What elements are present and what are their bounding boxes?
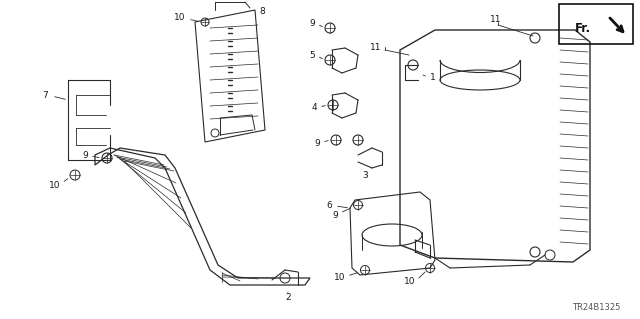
Text: 9: 9 — [309, 19, 315, 27]
Text: 6: 6 — [326, 201, 332, 210]
Text: 10: 10 — [403, 278, 415, 286]
Text: 7: 7 — [42, 91, 48, 100]
Text: 11: 11 — [490, 16, 502, 25]
Text: 9: 9 — [332, 211, 338, 219]
Text: 10: 10 — [49, 181, 60, 189]
Text: 1: 1 — [430, 73, 436, 83]
Text: 11: 11 — [370, 43, 381, 53]
Text: Fr.: Fr. — [575, 21, 591, 34]
Text: 10: 10 — [173, 13, 185, 23]
Text: 2: 2 — [285, 293, 291, 301]
Text: 9: 9 — [83, 151, 88, 160]
Text: 8: 8 — [259, 8, 265, 17]
Text: 9: 9 — [314, 138, 320, 147]
Text: 3: 3 — [362, 170, 368, 180]
Text: TR24B1325: TR24B1325 — [572, 303, 620, 313]
Text: 5: 5 — [309, 50, 315, 60]
Text: 10: 10 — [333, 273, 345, 283]
Text: 4: 4 — [312, 103, 317, 113]
